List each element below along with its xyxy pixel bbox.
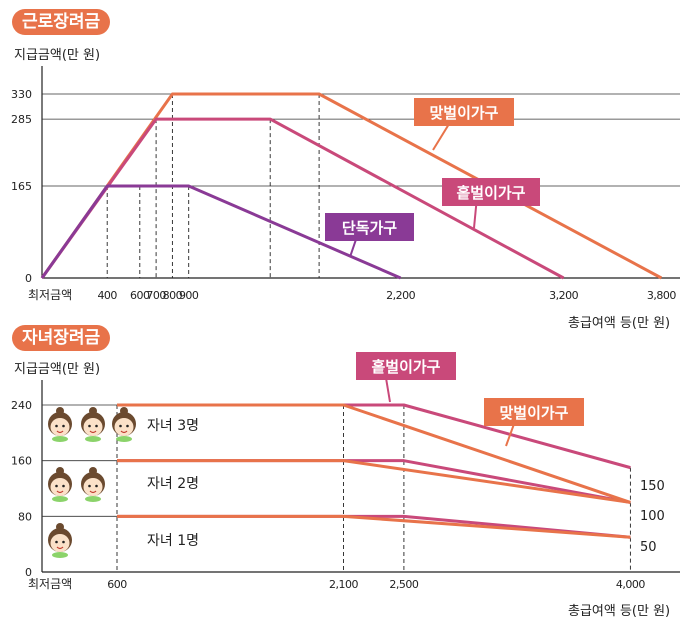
section-title-child-incentive: 자녀장려금 [12,325,111,351]
x-tick-label: 800 [163,289,183,302]
x-tick-label: 최저금액 [28,577,72,591]
legend-box [356,352,456,380]
child-face-icon [112,407,136,442]
end-value-label: 150 [640,479,665,494]
child-face-icon [48,467,72,502]
xlabel-child-incentive: 총급여액 등(만 원) [568,604,671,619]
legend-label: 맞벌이가구 [499,404,568,422]
x-tick-label: 700 [146,289,166,302]
x-tick-label: 2,100 [329,578,358,591]
legend-pointer [432,123,450,151]
series-line-e8734a [117,459,631,504]
x-tick-label: 400 [97,289,117,302]
y-tick-label: 0 [25,272,32,285]
series-line-e8734a [117,403,631,504]
legend-box [442,178,540,206]
x-tick-label: 2,500 [389,578,418,591]
y-tick-label: 240 [11,399,32,412]
legend-pointer [385,377,391,403]
x-tick-label: 2,200 [386,289,415,302]
band-label: 자녀 1명 [147,533,199,549]
xlabel-work-incentive: 총급여액 등(만 원) [568,316,671,331]
end-value-label: 50 [640,540,657,555]
ylabel-work-incentive: 지급금액(만 원) [14,48,101,63]
legend-label: 홑벌이가구 [371,358,440,376]
legend-box [325,213,414,241]
x-tick-label: 3,200 [549,289,578,302]
y-tick-label: 80 [18,510,32,523]
y-tick-label: 285 [11,113,32,126]
legend-label: 단독가구 [342,219,397,237]
band-label: 자녀 2명 [147,476,199,492]
y-tick-label: 165 [11,180,32,193]
y-tick-label: 330 [11,88,32,101]
series-line-e8734a [117,514,631,539]
section-title-work-incentive: 근로장려금 [12,9,111,35]
x-tick-label: 600 [130,289,150,302]
x-tick-label: 4,000 [616,578,645,591]
ylabel-child-incentive: 지급금액(만 원) [14,362,101,377]
child-face-icon [48,407,72,442]
legend-box [414,98,514,126]
child-face-icon [81,467,105,502]
child-face-icon [81,407,105,442]
legend-pointer [505,423,515,447]
x-tick-label: 3,800 [647,289,676,302]
legend-pointer [349,238,358,258]
y-tick-label: 0 [25,566,32,579]
series-line-8a3a96 [40,184,402,280]
legend-label: 홑벌이가구 [456,184,525,202]
end-value-label: 100 [640,509,665,524]
legend-label: 맞벌이가구 [429,104,498,122]
x-tick-label: 900 [179,289,199,302]
legend-pointer [473,203,478,229]
legend-box [484,398,584,426]
y-tick-label: 160 [11,455,32,468]
x-tick-label: 최저금액 [28,288,72,302]
x-tick-label: 600 [107,578,127,591]
band-label: 자녀 3명 [147,418,199,434]
child-face-icon [48,523,72,558]
